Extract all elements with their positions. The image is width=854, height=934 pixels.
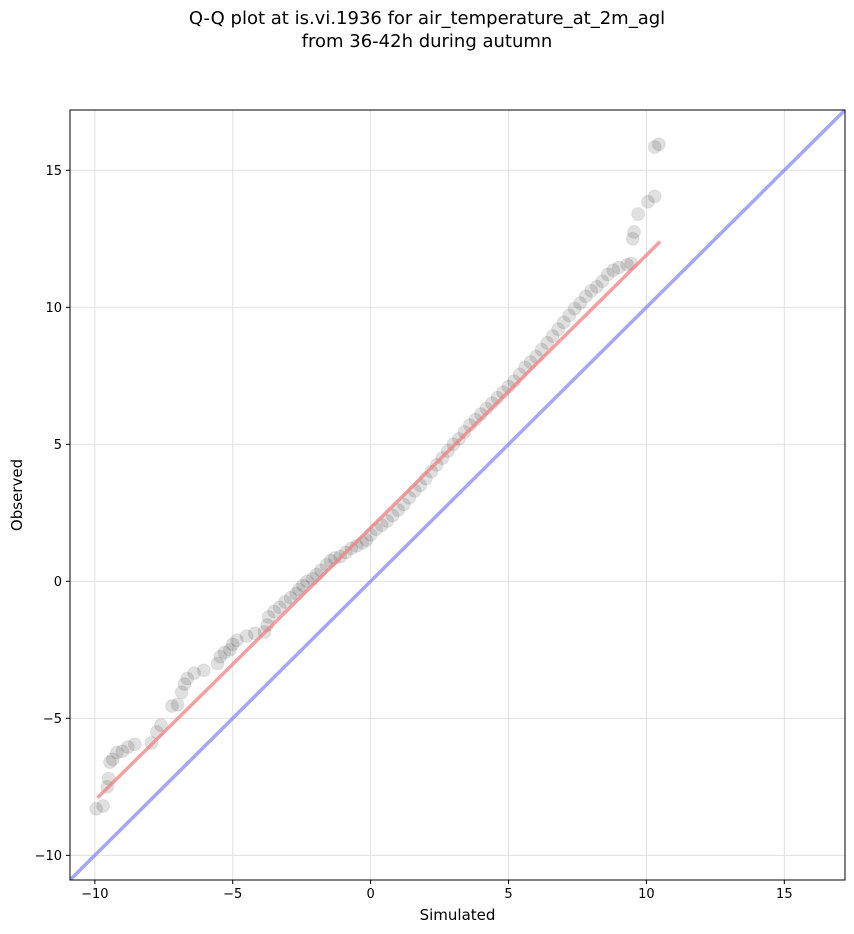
quantile-point (96, 799, 111, 814)
quantile-point (102, 755, 117, 770)
x-tick-label: −5 (223, 887, 242, 902)
quantile-point (170, 697, 185, 712)
quantile-point (573, 296, 588, 311)
quantile-point (651, 137, 666, 152)
quantile-point (589, 279, 604, 294)
quantile-points (89, 137, 666, 816)
quantile-point (210, 656, 225, 671)
quantile-point (187, 666, 202, 681)
quantile-point (261, 609, 276, 624)
quantile-point (296, 578, 311, 593)
chart-title-line-1: Q-Q plot at is.vi.1936 for air_temperatu… (188, 8, 666, 29)
quantile-point (247, 626, 262, 641)
x-tick-label: 10 (638, 887, 655, 902)
y-tick-label: −10 (35, 849, 62, 864)
y-tick-label: −5 (43, 712, 62, 727)
quantile-point (127, 737, 142, 752)
quantile-point (424, 464, 439, 479)
quantile-point (584, 283, 599, 298)
quantile-point (217, 645, 232, 660)
quantile-point (89, 801, 104, 816)
y-axis-label: Observed (8, 459, 26, 531)
quantile-point (396, 497, 411, 512)
quantile-point (165, 698, 180, 713)
identity-line (70, 110, 845, 880)
quantile-point (551, 322, 566, 337)
x-tick-label: 5 (504, 887, 512, 902)
quantile-point (631, 207, 646, 222)
quantile-point (457, 424, 472, 439)
plot-frame (69, 109, 846, 881)
axis-ticks: −10 −5 0 5 10 15 −10 −5 0 5 10 15 (35, 164, 793, 902)
y-tick-label: 5 (54, 438, 62, 453)
quantile-point (283, 590, 298, 605)
x-tick-label: 15 (776, 887, 793, 902)
quantile-point (562, 308, 577, 323)
quantile-point (115, 744, 130, 759)
quantile-point (239, 629, 254, 644)
quantile-point (385, 508, 400, 523)
fit-line (96, 240, 662, 800)
quantile-point (180, 671, 195, 686)
quantile-point (540, 335, 555, 350)
quantile-point (578, 289, 593, 304)
fit-line-group (96, 240, 662, 800)
quantile-point (109, 745, 124, 760)
y-tick-label: 10 (45, 301, 62, 316)
x-tick-label: 0 (366, 887, 374, 902)
quantile-point (222, 642, 237, 657)
quantile-point (105, 752, 120, 767)
identity-line-group (70, 110, 845, 880)
quantile-point (174, 685, 189, 700)
quantile-point (272, 600, 287, 615)
quantile-point (229, 633, 244, 648)
quantile-point (567, 301, 582, 316)
quantile-point (595, 274, 610, 289)
quantile-point (556, 315, 571, 330)
quantile-point (225, 637, 240, 652)
quantile-point (196, 663, 211, 678)
quantile-point (391, 503, 406, 518)
quantile-point (606, 263, 621, 278)
quantile-point (120, 740, 135, 755)
x-tick-label: −10 (81, 887, 108, 902)
quantile-point (627, 224, 642, 239)
quantile-point (620, 257, 635, 272)
quantile-point (600, 267, 615, 282)
quantile-point (625, 231, 640, 246)
quantile-point (647, 139, 662, 154)
quantile-point (267, 604, 282, 619)
quantile-point (545, 329, 560, 344)
quantile-point (213, 649, 228, 664)
chart-title-line-2: from 36-42h during autumn (301, 31, 553, 52)
quantile-point (640, 194, 655, 209)
x-axis-label: Simulated (420, 906, 496, 924)
quantile-point (534, 342, 549, 357)
quantile-point (278, 594, 293, 609)
y-tick-label: 15 (45, 164, 62, 179)
quantile-point (647, 189, 662, 204)
quantile-point (177, 677, 192, 692)
quantile-point (154, 718, 169, 733)
quantile-point (291, 582, 306, 597)
quantile-point (380, 514, 395, 529)
quantile-point (611, 260, 626, 275)
y-tick-label: 0 (54, 575, 62, 590)
quantile-point (300, 574, 315, 589)
